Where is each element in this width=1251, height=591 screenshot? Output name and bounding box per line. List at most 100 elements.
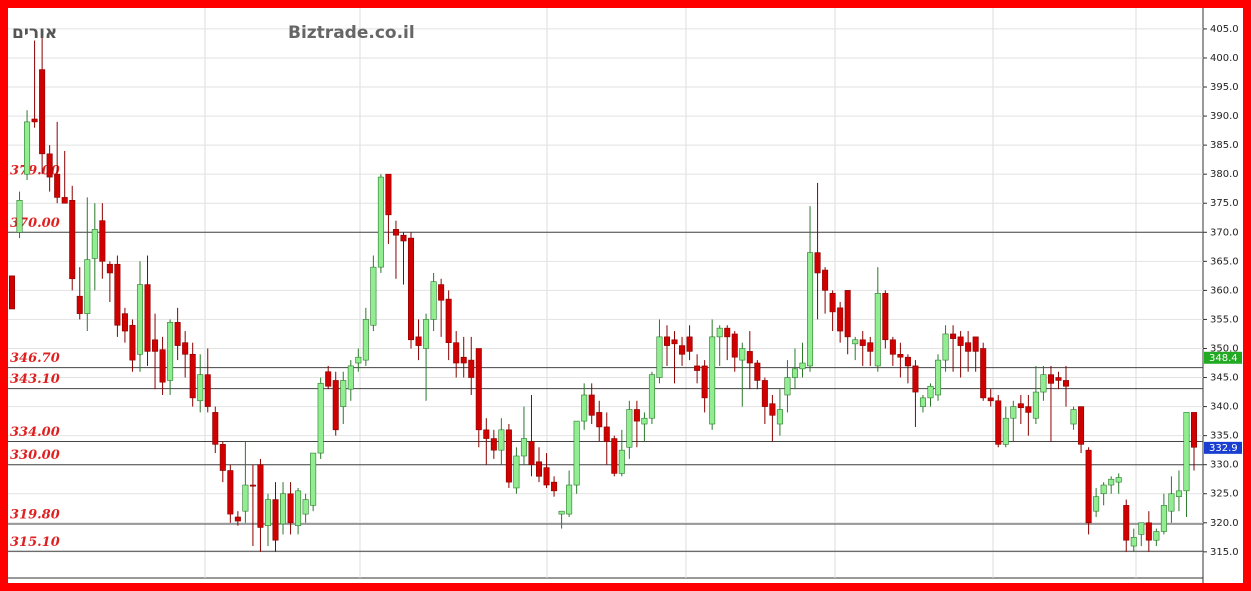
candle-body <box>1032 391 1039 419</box>
candle-body <box>551 481 558 492</box>
candle-body <box>935 359 942 396</box>
candle-body <box>197 374 204 402</box>
candle-body <box>129 324 136 361</box>
candle-body <box>54 173 61 198</box>
candle-body <box>280 493 287 525</box>
candle-body <box>641 417 648 425</box>
candle-body <box>362 319 369 361</box>
candle-body <box>91 229 98 259</box>
candle-body <box>671 339 678 345</box>
y-tick-label: 380.0 <box>1210 169 1239 180</box>
price-tag-label: 332.9 <box>1209 443 1238 454</box>
candle-body <box>332 380 339 431</box>
candle-body <box>776 409 783 425</box>
candle-body <box>483 429 490 439</box>
candle-body <box>385 173 392 216</box>
candle-body <box>543 467 550 486</box>
y-tick-label: 315.0 <box>1210 547 1239 558</box>
candle-body <box>746 351 753 364</box>
candle-body <box>611 438 618 474</box>
chart-title: אורים <box>12 23 57 43</box>
candle-body <box>1093 496 1100 512</box>
candle-body <box>167 322 174 381</box>
candle-body <box>754 362 761 381</box>
candle-body <box>1130 537 1137 547</box>
candle-body <box>566 484 573 515</box>
candle-body <box>121 313 128 332</box>
candle-body <box>392 229 399 236</box>
candle-body <box>603 426 610 442</box>
candle-body <box>1108 478 1115 486</box>
candle-body <box>972 336 979 352</box>
candle-body <box>445 298 452 343</box>
candle-body <box>1002 417 1009 445</box>
candle-body <box>61 197 68 204</box>
candle-body <box>844 290 851 338</box>
candle-body <box>16 200 23 233</box>
candle-body <box>39 69 46 155</box>
candle-body <box>950 333 957 339</box>
candle-body <box>1115 477 1122 483</box>
y-tick-label: 400.0 <box>1210 53 1239 64</box>
candle-body <box>1100 484 1107 495</box>
candle-body <box>242 484 249 512</box>
candle-body <box>980 348 987 399</box>
candle-body <box>99 220 106 262</box>
watermark: Biztrade.co.il <box>288 23 415 43</box>
y-tick-label: 340.0 <box>1210 402 1239 413</box>
candle-body <box>475 348 482 431</box>
candle-body <box>438 284 445 301</box>
candle-body <box>829 292 836 313</box>
candle-body <box>400 234 407 242</box>
candle-body <box>8 275 16 310</box>
candle-body <box>498 429 505 451</box>
candle-body <box>106 263 113 274</box>
candle-body <box>694 365 701 371</box>
candle-body <box>159 349 166 383</box>
candle-body <box>867 342 874 352</box>
y-tick-label: 405.0 <box>1210 24 1239 35</box>
y-tick-label: 325.0 <box>1210 489 1239 500</box>
candle-body <box>859 339 866 346</box>
candle-body <box>46 153 53 178</box>
candle-body <box>31 118 38 123</box>
y-tick-label: 330.0 <box>1210 460 1239 471</box>
candle-body <box>1063 380 1070 387</box>
candle-body <box>1168 493 1175 512</box>
candle-body <box>144 284 151 352</box>
candle-body <box>347 365 354 390</box>
candle-body <box>460 356 467 364</box>
candle-body <box>573 420 580 486</box>
y-tick-label: 375.0 <box>1210 198 1239 209</box>
candle-body <box>995 400 1002 445</box>
candle-body <box>249 484 256 487</box>
chart-background <box>8 8 1243 583</box>
candle-body <box>1010 406 1017 419</box>
candle-body <box>535 461 543 477</box>
candle-body <box>1070 409 1077 425</box>
candle-body <box>505 429 512 483</box>
candle-body <box>377 176 384 268</box>
candle-body <box>528 441 535 465</box>
candle-body <box>1017 403 1024 409</box>
y-tick-label: 370.0 <box>1210 227 1239 238</box>
candle-body <box>701 365 708 399</box>
candle-body <box>76 295 83 314</box>
candle-body <box>1078 406 1085 445</box>
candle-body <box>84 259 91 314</box>
candle-body <box>852 339 859 345</box>
candle-body <box>136 284 143 355</box>
y-tick-label: 385.0 <box>1210 140 1239 151</box>
time-grid <box>204 8 1137 578</box>
candle-body <box>468 359 475 378</box>
y-tick-label: 320.0 <box>1210 518 1239 529</box>
candle-body <box>1153 531 1160 541</box>
candle-body <box>837 307 844 332</box>
candle-body <box>257 464 264 528</box>
candle-body <box>114 263 121 326</box>
candle-body <box>189 353 196 399</box>
candle-body <box>302 499 309 515</box>
candle-body <box>1190 412 1198 448</box>
